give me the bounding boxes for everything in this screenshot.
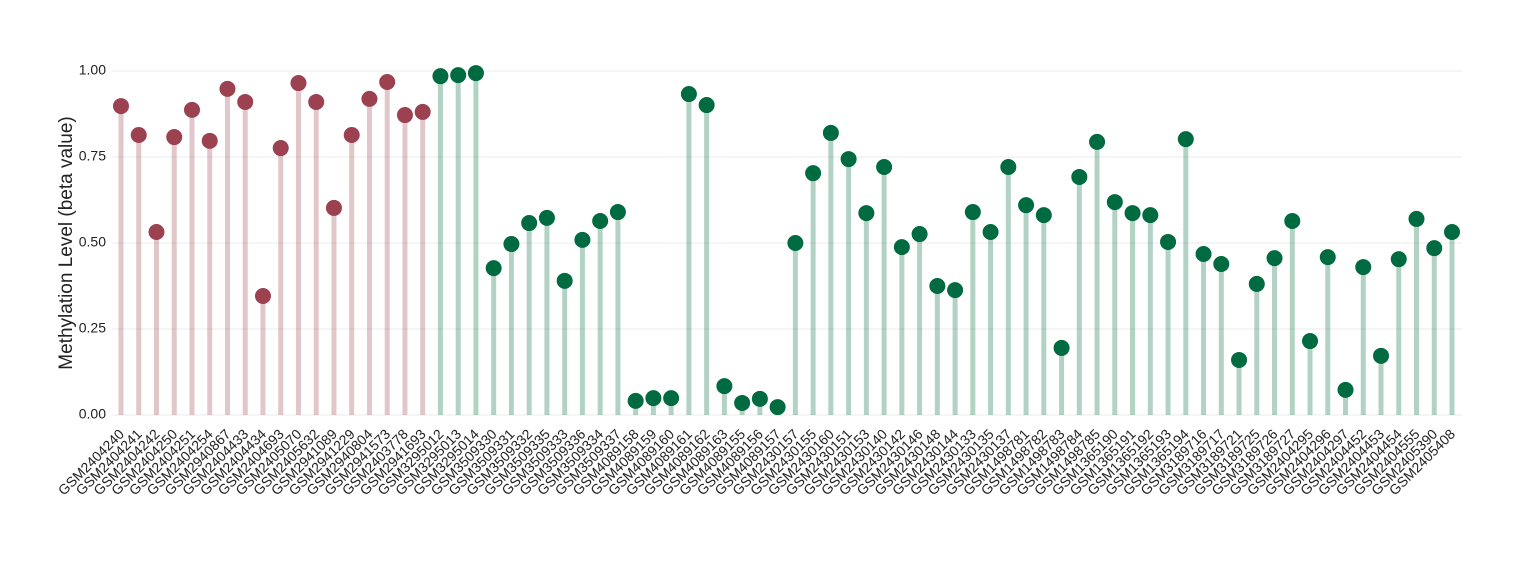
dot: [964, 204, 981, 221]
dot: [396, 107, 413, 124]
y-axis-title: Methylation Level (beta value): [56, 116, 77, 369]
dot: [1124, 205, 1141, 222]
dot: [538, 209, 555, 226]
y-tick-label: 1.00: [79, 62, 106, 78]
dot: [1408, 210, 1425, 227]
dot: [663, 390, 680, 407]
dot: [1266, 250, 1283, 267]
dot: [698, 97, 715, 114]
dot: [1018, 197, 1035, 214]
dot: [272, 140, 289, 157]
dot: [485, 260, 502, 277]
dot: [1373, 347, 1390, 364]
dot: [308, 93, 325, 110]
dot: [113, 98, 129, 115]
dot: [787, 235, 804, 251]
dot: [237, 93, 254, 110]
y-tick-label: 0.00: [79, 406, 106, 422]
dot: [1231, 351, 1248, 368]
dot: [911, 226, 928, 243]
dot: [769, 399, 786, 416]
dot: [805, 165, 822, 182]
dot: [450, 67, 467, 84]
dot: [148, 223, 165, 240]
dot: [1426, 240, 1443, 257]
dot: [574, 231, 591, 248]
y-tick-label: 0.25: [79, 320, 106, 336]
dot: [183, 101, 200, 118]
dot: [751, 390, 768, 407]
dot: [414, 103, 431, 120]
dot: [1142, 207, 1159, 224]
dot: [503, 236, 520, 253]
dot: [947, 282, 964, 299]
dot: [680, 86, 697, 103]
dot: [1053, 339, 1070, 356]
dot: [219, 80, 236, 97]
dot: [1284, 212, 1301, 229]
dot: [1160, 233, 1177, 250]
dot: [822, 124, 839, 141]
dot: [1195, 246, 1212, 263]
dot: [290, 75, 307, 92]
y-tick-label: 0.75: [79, 148, 106, 164]
y-tick-label: 0.50: [79, 234, 106, 250]
dot: [325, 199, 342, 216]
dot: [876, 158, 893, 175]
dot: [734, 394, 751, 411]
dot: [1035, 207, 1052, 224]
dot: [1089, 133, 1106, 150]
dot: [1444, 223, 1460, 240]
dot: [929, 278, 946, 294]
dot: [556, 272, 573, 289]
dot: [521, 215, 538, 232]
dot: [1248, 275, 1265, 292]
dot: [467, 65, 484, 82]
dot: [982, 223, 999, 240]
dot: [1337, 381, 1354, 398]
dot: [858, 205, 875, 222]
dot: [1302, 333, 1319, 350]
dot: [645, 390, 662, 407]
dot: [1106, 194, 1123, 211]
dot: [1319, 249, 1336, 266]
dot: [609, 204, 626, 221]
dot: [201, 132, 218, 149]
dot: [716, 378, 733, 395]
dot: [1355, 259, 1372, 276]
dot: [1000, 158, 1017, 175]
dot: [893, 239, 910, 256]
dot: [254, 287, 271, 304]
dot: [1213, 255, 1230, 272]
dot: [592, 212, 609, 229]
dot: [1177, 131, 1194, 148]
dot: [1071, 168, 1088, 185]
dot: [627, 392, 644, 409]
dot: [130, 126, 147, 143]
dot: [840, 151, 857, 168]
dot: [1390, 251, 1407, 268]
dot: [166, 129, 183, 146]
dot: [361, 90, 378, 107]
dot: [343, 126, 360, 143]
dot: [379, 74, 396, 91]
dot: [432, 68, 449, 85]
